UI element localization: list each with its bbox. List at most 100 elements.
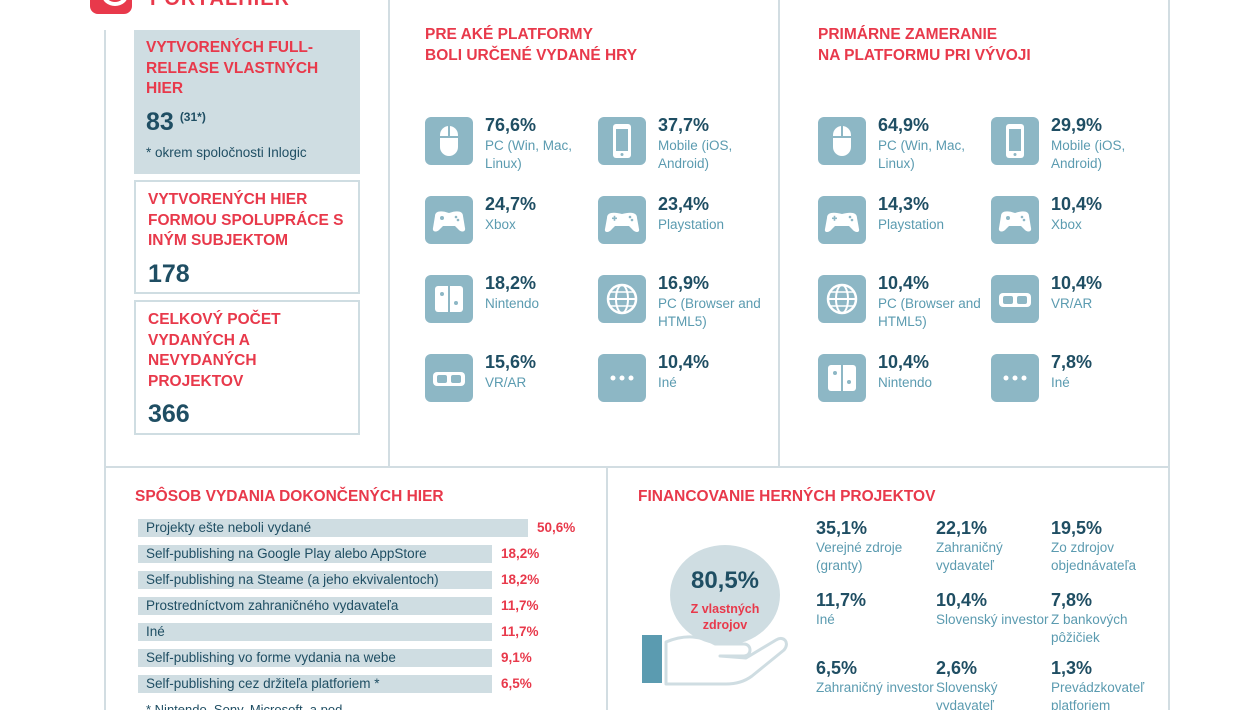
financing-percent: 11,7% [816, 590, 867, 610]
platform-percent: 29,9% [1051, 115, 1103, 135]
platform-item: 18,2% Nintendo [425, 273, 595, 335]
platform-label: PC (Browser and HTML5) [878, 296, 981, 329]
financing-label: Iné [816, 612, 835, 627]
mouse-icon [818, 117, 866, 165]
platform-item: 16,9% PC (Browser and HTML5) [598, 273, 768, 335]
financing-label: Prevádzkovateľ platforiem [1051, 680, 1145, 710]
divider [778, 0, 780, 468]
coin-label: Z vlastných zdrojov [690, 602, 760, 632]
financing-item: 19,5% Zo zdrojov objednávateľa [1051, 518, 1171, 575]
section-title-platforms-released: PRE AKÉ PLATFORMY BOLI URČENÉ VYDANÉ HRY [425, 26, 638, 64]
vr-headset-icon [425, 354, 473, 402]
platform-percent: 10,4% [878, 273, 930, 293]
financing-label: Zahraničný investor [816, 680, 934, 695]
nintendo-switch-icon [425, 275, 473, 323]
platform-item: 14,3% Playstation [818, 194, 988, 256]
platform-percent: 10,4% [1051, 273, 1103, 293]
bar-label: Self-publishing na Google Play alebo App… [146, 546, 427, 561]
financing-percent: 1,3% [1051, 658, 1093, 678]
divider [1168, 0, 1170, 710]
platform-label: PC (Browser and HTML5) [658, 296, 761, 329]
bar-value: 11,7% [501, 624, 539, 639]
bar [138, 545, 492, 563]
bar-value: 18,2% [501, 546, 540, 561]
platform-label: Xbox [1051, 217, 1082, 232]
platform-label: Xbox [485, 217, 516, 232]
financing-percent: 22,1% [936, 518, 988, 538]
bar-label: Self-publishing na Steame (a jeho ekviva… [146, 572, 439, 587]
divider [606, 468, 608, 710]
platform-percent: 10,4% [878, 352, 930, 372]
platform-label: PC (Win, Mac, Linux) [485, 138, 573, 171]
bar-value: 18,2% [501, 572, 540, 587]
stat-note: * okrem spoločnosti Inlogic [146, 144, 307, 160]
stat-collab-games: VYTVORENÝCH HIER FORMOU SPOLUPRÁCE S INÝ… [134, 180, 360, 294]
playstation-controller-icon [598, 196, 646, 244]
mobile-icon [598, 117, 646, 165]
bar-label: Self-publishing cez držiteľa platforiem … [146, 676, 380, 691]
platform-item: 10,4% Xbox [991, 194, 1161, 256]
bar-label: Projekty ešte neboli vydané [146, 520, 312, 535]
platform-percent: 24,7% [485, 194, 537, 214]
logo-icon [90, 0, 132, 14]
platform-item: 10,4% VR/AR [991, 273, 1161, 335]
platform-percent: 10,4% [658, 352, 710, 372]
platform-label: Iné [1051, 375, 1070, 390]
divider [104, 466, 1170, 468]
platform-percent: 64,9% [878, 115, 930, 135]
platform-percent: 15,6% [485, 352, 537, 372]
financing-item: 35,1% Verejné zdroje (granty) [816, 518, 936, 575]
stat-value: 366 [148, 400, 190, 428]
financing-percent: 2,6% [936, 658, 978, 678]
platform-label: Playstation [658, 217, 725, 232]
section-title-financing: FINANCOVANIE HERNÝCH PROJEKTOV [638, 488, 936, 505]
logo-text: PORTÁLHIER [150, 0, 290, 11]
nintendo-switch-icon [818, 354, 866, 402]
mouse-icon [425, 117, 473, 165]
financing-label: Slovenský investor [936, 612, 1049, 627]
financing-percent: 19,5% [1051, 518, 1103, 538]
xbox-controller-icon [991, 196, 1039, 244]
financing-label: Z bankových pôžičiek [1051, 612, 1128, 645]
financing-item: 6,5% Zahraničný investor [816, 658, 936, 697]
platform-percent: 10,4% [1051, 194, 1103, 214]
platform-item: 10,4% Iné [598, 352, 768, 414]
platform-item: 37,7% Mobile (iOS, Android) [598, 115, 768, 177]
platform-label: VR/AR [485, 375, 527, 390]
stat-total-projects: CELKOVÝ POČET VYDANÝCH A NEVYDANÝCH PROJ… [134, 300, 360, 435]
platform-label: Playstation [878, 217, 945, 232]
section-title-release-method: SPÔSOB VYDANIA DOKONČENÝCH HIER [135, 488, 444, 505]
financing-percent: 7,8% [1051, 590, 1093, 610]
platform-label: Mobile (iOS, Android) [658, 138, 733, 171]
bar-value: 11,7% [501, 598, 539, 613]
platform-label: Iné [658, 375, 677, 390]
platform-item: 15,6% VR/AR [425, 352, 595, 414]
financing-item: 22,1% Zahraničný vydavateľ [936, 518, 1056, 575]
platform-percent: 37,7% [658, 115, 710, 135]
platform-percent: 76,6% [485, 115, 537, 135]
platform-item: 10,4% PC (Browser and HTML5) [818, 273, 988, 335]
stat-title: CELKOVÝ POČET VYDANÝCH A NEVYDANÝCH PROJ… [148, 311, 281, 390]
platform-label: VR/AR [1051, 296, 1093, 311]
footnote: * Nintendo, Sony, Microsoft, a pod. [146, 702, 346, 710]
platform-item: 23,4% Playstation [598, 194, 768, 256]
bar [138, 649, 492, 667]
platform-item: 10,4% Nintendo [818, 352, 988, 414]
stat-title: VYTVORENÝCH FULL-RELEASE VLASTNÝCH HIER [146, 39, 319, 97]
playstation-controller-icon [818, 196, 866, 244]
stat-value: 178 [148, 259, 190, 288]
bar-value: 9,1% [501, 650, 532, 665]
platform-label: PC (Win, Mac, Linux) [878, 138, 966, 171]
platform-percent: 23,4% [658, 194, 710, 214]
financing-percent: 6,5% [816, 658, 858, 678]
platform-label: Mobile (iOS, Android) [1051, 138, 1126, 171]
platform-label: Nintendo [485, 296, 540, 311]
bar-value: 50,6% [537, 520, 576, 535]
stat-own-games: VYTVORENÝCH FULL-RELEASE VLASTNÝCH HIER … [134, 30, 360, 174]
divider [388, 0, 390, 468]
section-title-platforms-focus: PRIMÁRNE ZAMERANIE NA PLATFORMU PRI VÝVO… [818, 26, 1031, 64]
bar-value: 6,5% [501, 676, 532, 691]
bar [138, 597, 492, 615]
coin-percent: 80,5% [690, 567, 760, 594]
stat-value: 83 (31*) [146, 107, 206, 136]
